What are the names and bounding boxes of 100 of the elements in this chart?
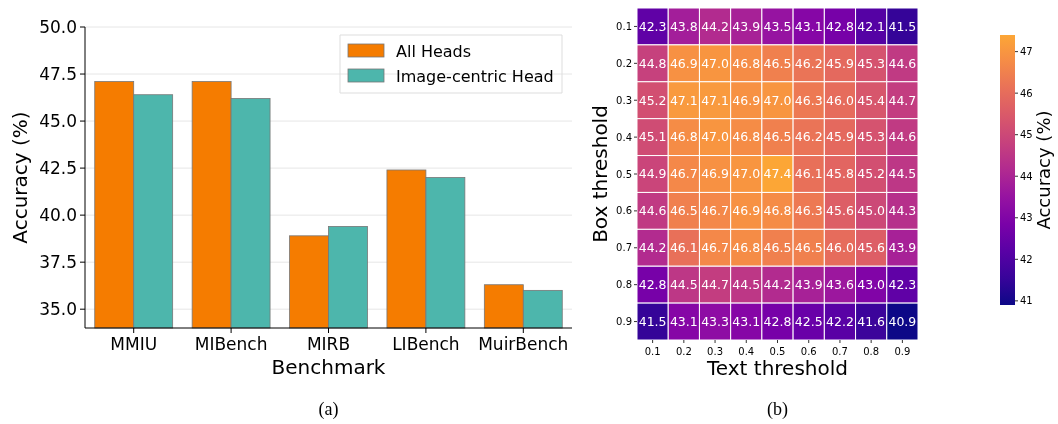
data-label: 45.1 [638,129,667,145]
data-label: 46.5 [763,240,792,256]
color-bar-label: 45 [1020,129,1033,141]
data-label: 46.8 [732,55,761,71]
data-label: 46.7 [669,166,698,182]
color-bar-label: 47 [1020,46,1033,58]
y-tick-label: 40.0 [39,205,77,226]
data-label: 47.1 [701,92,729,108]
y-tick-label: 0.1 [616,20,632,32]
data-label: 44.2 [701,18,729,34]
x-tick-label: LIBench [392,334,460,354]
data-label: 43.9 [794,277,823,293]
y-tick-label: 0.6 [616,205,632,217]
data-label: 42.8 [763,313,792,329]
data-label: 46.5 [794,240,823,256]
data-label: 47.4 [763,166,792,182]
x-tick-label: MMIU [110,334,158,354]
data-label: 42.1 [857,18,886,34]
data-label: 47.0 [763,92,792,108]
data-label: 41.5 [888,18,917,34]
data-label: 45.9 [826,55,854,71]
data-label: 44.5 [669,277,698,293]
data-label: 42.3 [888,277,917,293]
data-label: 44.8 [638,55,667,71]
data-label: 46.3 [794,203,823,219]
color-bar-label: 43 [1020,212,1033,224]
color-bar-title: Accuracy (%) [1033,110,1054,230]
data-label: 44.9 [638,166,667,182]
y-tick-label: 0.4 [616,131,632,143]
data-label: 46.0 [826,92,854,108]
y-tick-label: 0.3 [616,94,632,106]
data-label: 43.1 [794,18,823,34]
y-tick-label: 0.5 [616,168,632,180]
data-label: 43.1 [669,313,698,329]
data-label: 46.2 [794,55,823,71]
data-label: 46.8 [732,129,761,145]
x-tick-label: 0.2 [675,346,692,357]
data-label: 47.1 [669,92,698,108]
x-tick-label: 0.1 [644,346,661,357]
data-label: 45.3 [857,129,886,145]
data-label: 42.3 [638,18,667,34]
data-label: 47.0 [701,55,730,71]
data-label: 46.8 [732,240,761,256]
data-label: 44.2 [638,240,667,256]
x-tick-label: 0.6 [800,346,817,357]
data-label: 46.3 [794,92,823,108]
y-tick-label: 0.7 [616,242,632,254]
text: (a) [318,399,339,420]
data-label: 46.1 [794,166,823,182]
x-axis-title: Benchmark [271,355,386,379]
color-bar-label: 46 [1020,87,1033,99]
data-label: 43.8 [669,18,698,34]
legend-label: All Heads [396,41,472,61]
y-axis-title: Accuracy (%) [8,111,32,244]
data-label: 46.9 [669,55,698,71]
x-tick-label: 0.9 [894,346,911,357]
y-tick-label: 35.0 [39,299,77,320]
x-tick-label: 0.8 [863,346,880,357]
y-tick-label: 45.0 [39,111,77,132]
data-label: 46.9 [732,92,761,108]
data-label: 40.9 [888,313,917,329]
data-label: 44.7 [888,92,917,108]
x-tick-label: MIRB [306,334,351,354]
data-label: 41.5 [638,313,667,329]
data-label: 45.6 [857,240,886,256]
data-label: 42.8 [638,277,667,293]
x-axis-title: Text threshold [706,356,848,380]
y-tick-label: 0.8 [616,279,632,291]
data-label: 45.2 [638,92,667,108]
data-label: 46.1 [669,240,698,256]
data-label: 47.0 [701,129,730,145]
data-label: 46.7 [701,240,729,256]
data-label: 46.9 [732,203,761,219]
y-tick-label: 50.0 [39,16,77,37]
data-label: 44.5 [732,277,761,293]
data-label: 44.6 [888,55,917,71]
data-label: 42.2 [826,313,854,329]
data-label: 43.6 [826,277,854,293]
data-label: 44.7 [701,277,729,293]
data-label: 45.0 [857,203,886,219]
y-tick-label: 42.5 [39,158,77,179]
data-label: 43.1 [732,313,761,329]
data-label: 45.2 [857,166,886,182]
x-tick-label: 0.7 [831,346,848,357]
data-label: 43.0 [857,277,886,293]
data-label: 46.7 [701,203,729,219]
data-label: 42.5 [794,313,823,329]
data-label: 45.9 [826,129,854,145]
data-label: 46.5 [763,55,792,71]
data-label: 46.8 [669,129,698,145]
color-bar-label: 42 [1020,253,1033,265]
data-label: 44.6 [888,129,917,145]
y-tick-label: 47.5 [39,63,77,84]
data-label: 43.3 [701,313,729,329]
x-tick-label: 0.5 [769,346,786,357]
x-tick-label: MuirBench [478,334,569,354]
x-tick-label: 0.3 [707,346,724,357]
x-tick-label: 0.4 [738,346,755,357]
data-label: 43.5 [763,18,792,34]
y-tick-label: 0.9 [616,316,632,328]
